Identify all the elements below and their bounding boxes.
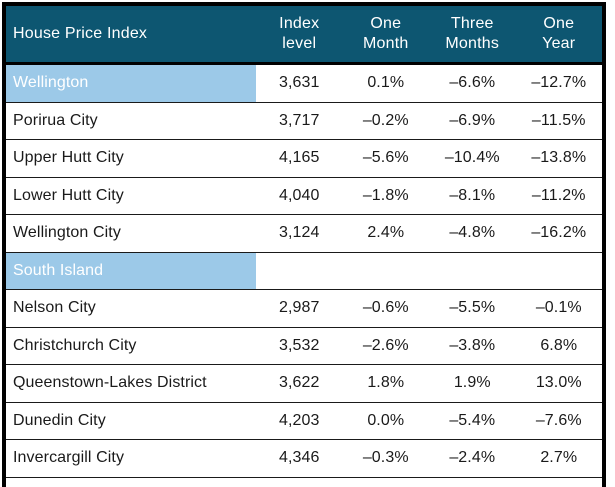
cell-index-level: 4,040 (278, 186, 320, 204)
table-row-lower-hutt-city: Lower Hutt City 4,040 –1.8% –8.1% –11.2% (6, 177, 602, 215)
cell-one-year: –11.2% (531, 186, 586, 204)
cell-one-year: –11.5% (531, 111, 586, 129)
cell-one-year: 13.0% (535, 374, 582, 392)
cell-three-months: –6.9% (449, 111, 496, 129)
cell-one-month: –0.6% (362, 299, 409, 317)
cell-three-months: –10.4% (444, 149, 500, 167)
cell-three-months: –4.8% (449, 224, 496, 242)
cell-index-level: 3,717 (278, 111, 320, 129)
column-header-three-months: Three Months (429, 6, 516, 62)
cell-one-month: 0.0% (367, 411, 405, 429)
house-price-index-table: House Price Index Index level One Month … (2, 2, 606, 487)
row-label: Wellington City (13, 224, 121, 242)
cell-one-month (343, 253, 430, 290)
cell-one-year: –16.2% (531, 224, 587, 242)
table-row-dunedin-city: Dunedin City 4,203 0.0% –5.4% –7.6% (6, 402, 602, 440)
column-header-line: One (370, 15, 402, 32)
cell-one-year (516, 253, 603, 290)
column-header-line: level (282, 35, 317, 52)
cell-three-months: –8.1% (449, 186, 496, 204)
cell-index-level: 4,203 (278, 411, 320, 429)
cell-index-level: 3,124 (278, 224, 320, 242)
column-header-one-month: One Month (343, 6, 430, 62)
column-header-line: Months (445, 35, 500, 52)
table-row-invercargill-city: Invercargill City 4,346 –0.3% –2.4% 2.7% (6, 440, 602, 478)
cell-one-month: 1.8% (367, 374, 405, 392)
table-row-queenstown-lakes-district: Queenstown-Lakes District 3,622 1.8% 1.9… (6, 365, 602, 403)
cell-one-year: –7.6% (535, 411, 582, 429)
cell-one-year: –0.1% (535, 299, 582, 317)
row-label: Nelson City (13, 299, 96, 317)
cell-one-year: –12.7% (531, 74, 587, 92)
row-label: Wellington (6, 65, 256, 102)
table-row-nelson-city: Nelson City 2,987 –0.6% –5.5% –0.1% (6, 290, 602, 328)
cell-three-months: –2.4% (449, 449, 496, 467)
cell-index-level: 2,987 (278, 299, 320, 317)
column-header-line: Month (363, 35, 409, 52)
cell-one-month: –0.2% (362, 111, 409, 129)
cell-one-month: –1.8% (362, 186, 409, 204)
column-header-line: Year (542, 35, 576, 52)
row-label: Invercargill City (13, 449, 125, 467)
column-header-index-level: Index level (256, 6, 343, 62)
row-label: Porirua City (13, 111, 98, 129)
cell-one-month: –0.3% (362, 449, 409, 467)
row-label (6, 478, 256, 487)
table-row-christchurch-city: Christchurch City 3,532 –2.6% –3.8% 6.8% (6, 327, 602, 365)
cell-one-month: –2.6% (362, 336, 409, 354)
cell-three-months: –5.4% (449, 411, 496, 429)
table-row-upper-hutt-city: Upper Hutt City 4,165 –5.6% –10.4% –13.8… (6, 140, 602, 178)
table-title: House Price Index (13, 25, 148, 42)
table-row-wellington-city: Wellington City 3,124 2.4% –4.8% –16.2% (6, 215, 602, 253)
column-header-one-year: One Year (516, 6, 603, 62)
cell-one-year: –13.8% (531, 149, 587, 167)
column-header-line: Three (450, 15, 494, 32)
cell-three-months: –5.5% (449, 299, 496, 317)
table-row-porirua-city: Porirua City 3,717 –0.2% –6.9% –11.5% (6, 102, 602, 140)
column-header-line: Index (279, 15, 320, 32)
table-row-partial-cutoff (6, 477, 602, 487)
cell-index-level: 3,622 (278, 374, 320, 392)
cell-three-months: –6.6% (449, 74, 496, 92)
cell-three-months: 1.9% (453, 374, 491, 392)
cell-one-year: 2.7% (540, 449, 578, 467)
cell-one-year: 6.8% (540, 336, 578, 354)
cell-index-level: 4,346 (278, 449, 320, 467)
cell-index-level: 3,532 (278, 336, 320, 354)
cell-index-level: 4,165 (278, 149, 320, 167)
row-label: Lower Hutt City (13, 186, 124, 204)
row-label: Queenstown-Lakes District (13, 374, 207, 392)
row-label: South Island (6, 252, 256, 289)
row-label: Upper Hutt City (13, 149, 124, 167)
cell-index-level: 3,631 (278, 74, 320, 92)
cell-index-level (256, 253, 343, 290)
cell-three-months: –3.8% (449, 336, 496, 354)
cell-one-month: –5.6% (362, 149, 409, 167)
cell-three-months (429, 253, 516, 290)
row-label: Christchurch City (13, 336, 137, 354)
table-row-wellington: Wellington 3,631 0.1% –6.6% –12.7% (6, 65, 602, 103)
cell-one-month: 0.1% (367, 74, 405, 92)
cell-one-month: 2.4% (367, 224, 405, 242)
column-header-line: One (543, 15, 575, 32)
table-header-row: House Price Index Index level One Month … (6, 6, 602, 65)
row-label: Dunedin City (13, 411, 106, 429)
table-row-south-island: South Island (6, 252, 603, 290)
